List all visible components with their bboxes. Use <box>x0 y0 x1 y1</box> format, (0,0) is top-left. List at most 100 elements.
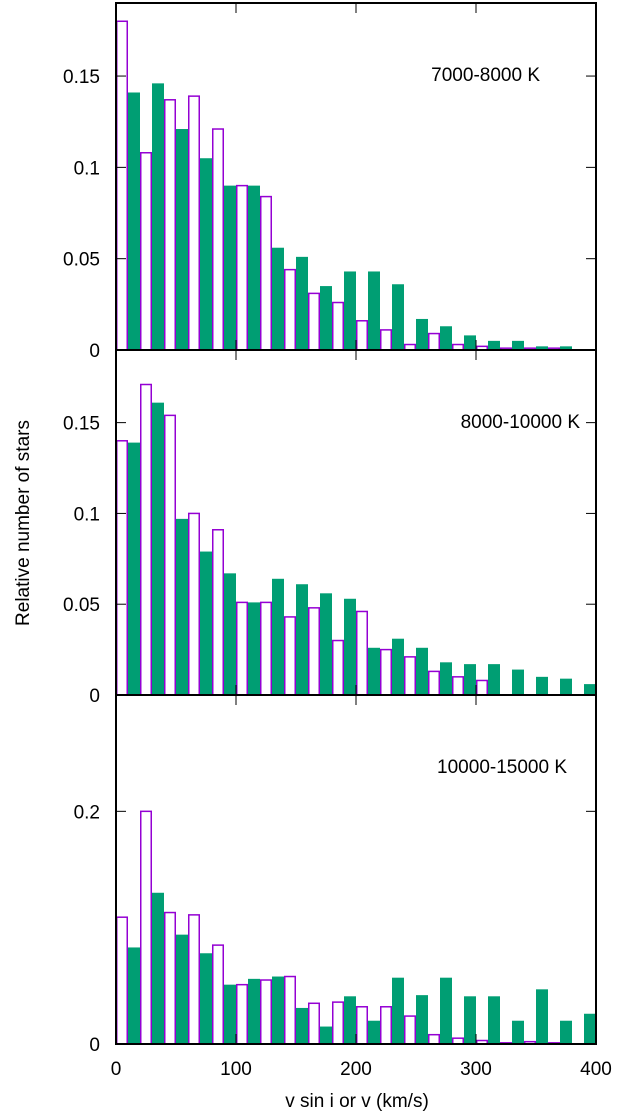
open-bar <box>188 512 200 696</box>
filled-bar <box>152 83 164 350</box>
filled-bar <box>320 593 332 695</box>
open-bar <box>140 810 152 1045</box>
filled-bar <box>200 953 212 1044</box>
open-bar <box>164 911 176 1045</box>
filled-bar <box>272 247 284 350</box>
panel-2: 0 0.05 0.1 0.15 8000-10000 K <box>63 349 597 707</box>
open-bar <box>116 20 128 351</box>
filled-bar <box>296 1007 308 1044</box>
open-bar <box>164 99 176 351</box>
open-bar <box>284 268 296 351</box>
y-tick-label: 0.05 <box>63 250 100 271</box>
panel-label: 10000-15000 K <box>437 757 567 778</box>
open-bar <box>260 979 272 1045</box>
filled-bar <box>128 442 140 695</box>
open-bar <box>332 301 344 351</box>
open-bar <box>116 440 128 696</box>
open-bar <box>260 195 272 351</box>
y-tick-label: 0.1 <box>74 158 100 179</box>
filled-bar <box>392 638 404 695</box>
filled-bar <box>560 346 572 350</box>
open-bar <box>356 1006 368 1045</box>
filled-bar <box>248 185 260 350</box>
open-bar <box>284 975 296 1045</box>
open-bar <box>308 1002 320 1045</box>
filled-bar <box>560 678 572 695</box>
filled-bar <box>248 978 260 1044</box>
filled-bar <box>368 271 380 350</box>
filled-bar <box>200 158 212 350</box>
open-bar <box>212 128 224 351</box>
open-bar <box>164 414 176 696</box>
panel-3: 0 0.2 10000-15000 K <box>74 694 597 1056</box>
filled-bar <box>440 977 452 1044</box>
y-tick-label: 0.2 <box>74 802 100 823</box>
open-bar <box>404 656 416 696</box>
filled-bar <box>200 551 212 695</box>
filled-bar <box>248 602 260 695</box>
filled-bar <box>584 1013 596 1044</box>
x-tick-label: 100 <box>220 1059 252 1080</box>
filled-bar <box>320 1026 332 1044</box>
filled-bar <box>440 662 452 695</box>
open-bar <box>332 1001 344 1045</box>
open-bar <box>236 184 248 351</box>
filled-bar <box>344 271 356 350</box>
filled-bar <box>320 286 332 350</box>
filled-bar <box>464 996 476 1044</box>
filled-bar <box>152 892 164 1044</box>
filled-bar <box>416 318 428 350</box>
filled-bar <box>128 947 140 1044</box>
filled-bar <box>416 647 428 695</box>
open-bar <box>428 670 440 696</box>
filled-bar <box>128 92 140 350</box>
panel-label: 7000-8000 K <box>431 65 540 86</box>
x-tick-label: 400 <box>580 1059 612 1080</box>
filled-bar <box>176 934 188 1044</box>
open-bar <box>380 1006 392 1045</box>
filled-bar <box>392 977 404 1044</box>
x-axis-label: v sin i or v (km/s) <box>285 1091 429 1112</box>
filled-bar <box>536 676 548 695</box>
filled-bar <box>272 976 284 1044</box>
filled-bar <box>296 256 308 350</box>
open-bar <box>284 616 296 696</box>
open-bar <box>452 676 464 696</box>
y-tick-label: 0.15 <box>63 414 100 435</box>
open-bar <box>380 648 392 696</box>
filled-bar <box>464 664 476 695</box>
y-tick-label: 0.05 <box>63 595 100 616</box>
open-bar <box>404 1015 416 1045</box>
filled-bar <box>368 647 380 695</box>
open-bar <box>476 679 488 696</box>
filled-bar <box>296 584 308 695</box>
y-tick-label: 0 <box>89 686 100 707</box>
open-bar <box>212 529 224 696</box>
open-bar <box>188 95 200 351</box>
filled-bar <box>584 684 596 695</box>
open-bar <box>236 601 248 696</box>
open-bar <box>116 916 128 1045</box>
panel-1: 0 0.05 0.1 0.15 7000-8000 K <box>63 2 597 362</box>
filled-bar <box>488 340 500 350</box>
filled-bar <box>272 578 284 695</box>
filled-bar <box>344 598 356 695</box>
filled-bar <box>560 1020 572 1044</box>
filled-bar <box>344 996 356 1044</box>
open-bar <box>260 601 272 696</box>
open-bar <box>140 152 152 351</box>
filled-bar <box>512 669 524 695</box>
open-bar <box>428 1033 440 1045</box>
panel-label: 8000-10000 K <box>461 412 581 433</box>
filled-bar <box>440 326 452 350</box>
filled-bar <box>512 340 524 350</box>
open-bar <box>356 610 368 696</box>
filled-bar <box>392 284 404 350</box>
open-bar <box>308 292 320 351</box>
filled-bar <box>512 1020 524 1044</box>
filled-bar <box>536 989 548 1044</box>
filled-bar <box>536 346 548 350</box>
y-tick-label: 0 <box>89 341 100 362</box>
open-bar <box>140 383 152 696</box>
